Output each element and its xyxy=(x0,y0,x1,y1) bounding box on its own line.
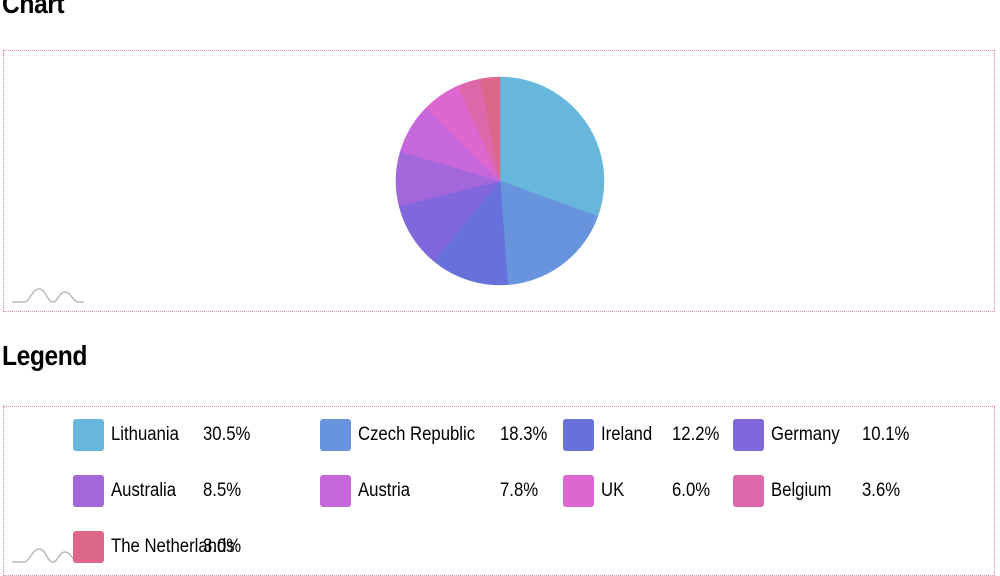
legend-value: 30.5% xyxy=(203,424,251,445)
legend-value: 8.5% xyxy=(203,480,242,501)
legend-heading: Legend xyxy=(2,340,87,371)
pie-chart xyxy=(395,76,605,286)
legend-swatch xyxy=(563,475,594,507)
legend-value: 10.1% xyxy=(862,424,910,445)
legend-label: Australia xyxy=(111,480,177,501)
legend-panel: Lithuania 30.5% Czech Republic 18.3% Ireland… xyxy=(3,406,995,576)
legend-swatch xyxy=(733,475,764,507)
legend-label: Czech Republic xyxy=(358,424,476,445)
legend-label: Belgium xyxy=(771,480,832,501)
legend-value: 3.0% xyxy=(203,536,242,557)
legend-value: 3.6% xyxy=(862,480,901,501)
legend-swatch xyxy=(320,419,351,451)
legend-label: Lithuania xyxy=(111,424,179,445)
legend-value: 18.3% xyxy=(500,424,548,445)
chart-heading: Chart xyxy=(2,0,65,19)
chart-panel xyxy=(3,50,995,312)
legend-swatch xyxy=(73,531,104,563)
pie-slice-the-netherlands[interactable] xyxy=(480,76,501,182)
legend-swatch xyxy=(563,419,594,451)
legend-label: Germany xyxy=(771,424,840,445)
pie-slice-lithuania[interactable] xyxy=(499,76,605,217)
legend-swatch xyxy=(73,419,104,451)
legend-value: 7.8% xyxy=(500,480,539,501)
legend-label: Austria xyxy=(358,480,411,501)
amcharts-wave-icon[interactable] xyxy=(12,285,84,305)
legend-label: Ireland xyxy=(601,424,653,445)
pie-slice-ireland[interactable] xyxy=(433,180,509,286)
legend-swatch xyxy=(320,475,351,507)
legend-swatch xyxy=(73,475,104,507)
legend-value: 12.2% xyxy=(672,424,720,445)
legend-label: UK xyxy=(601,480,625,501)
legend-label: The Netherlands xyxy=(111,536,235,557)
legend-value: 6.0% xyxy=(672,480,711,501)
legend-swatch xyxy=(733,419,764,451)
pie-slice-czech-republic[interactable] xyxy=(499,180,599,285)
